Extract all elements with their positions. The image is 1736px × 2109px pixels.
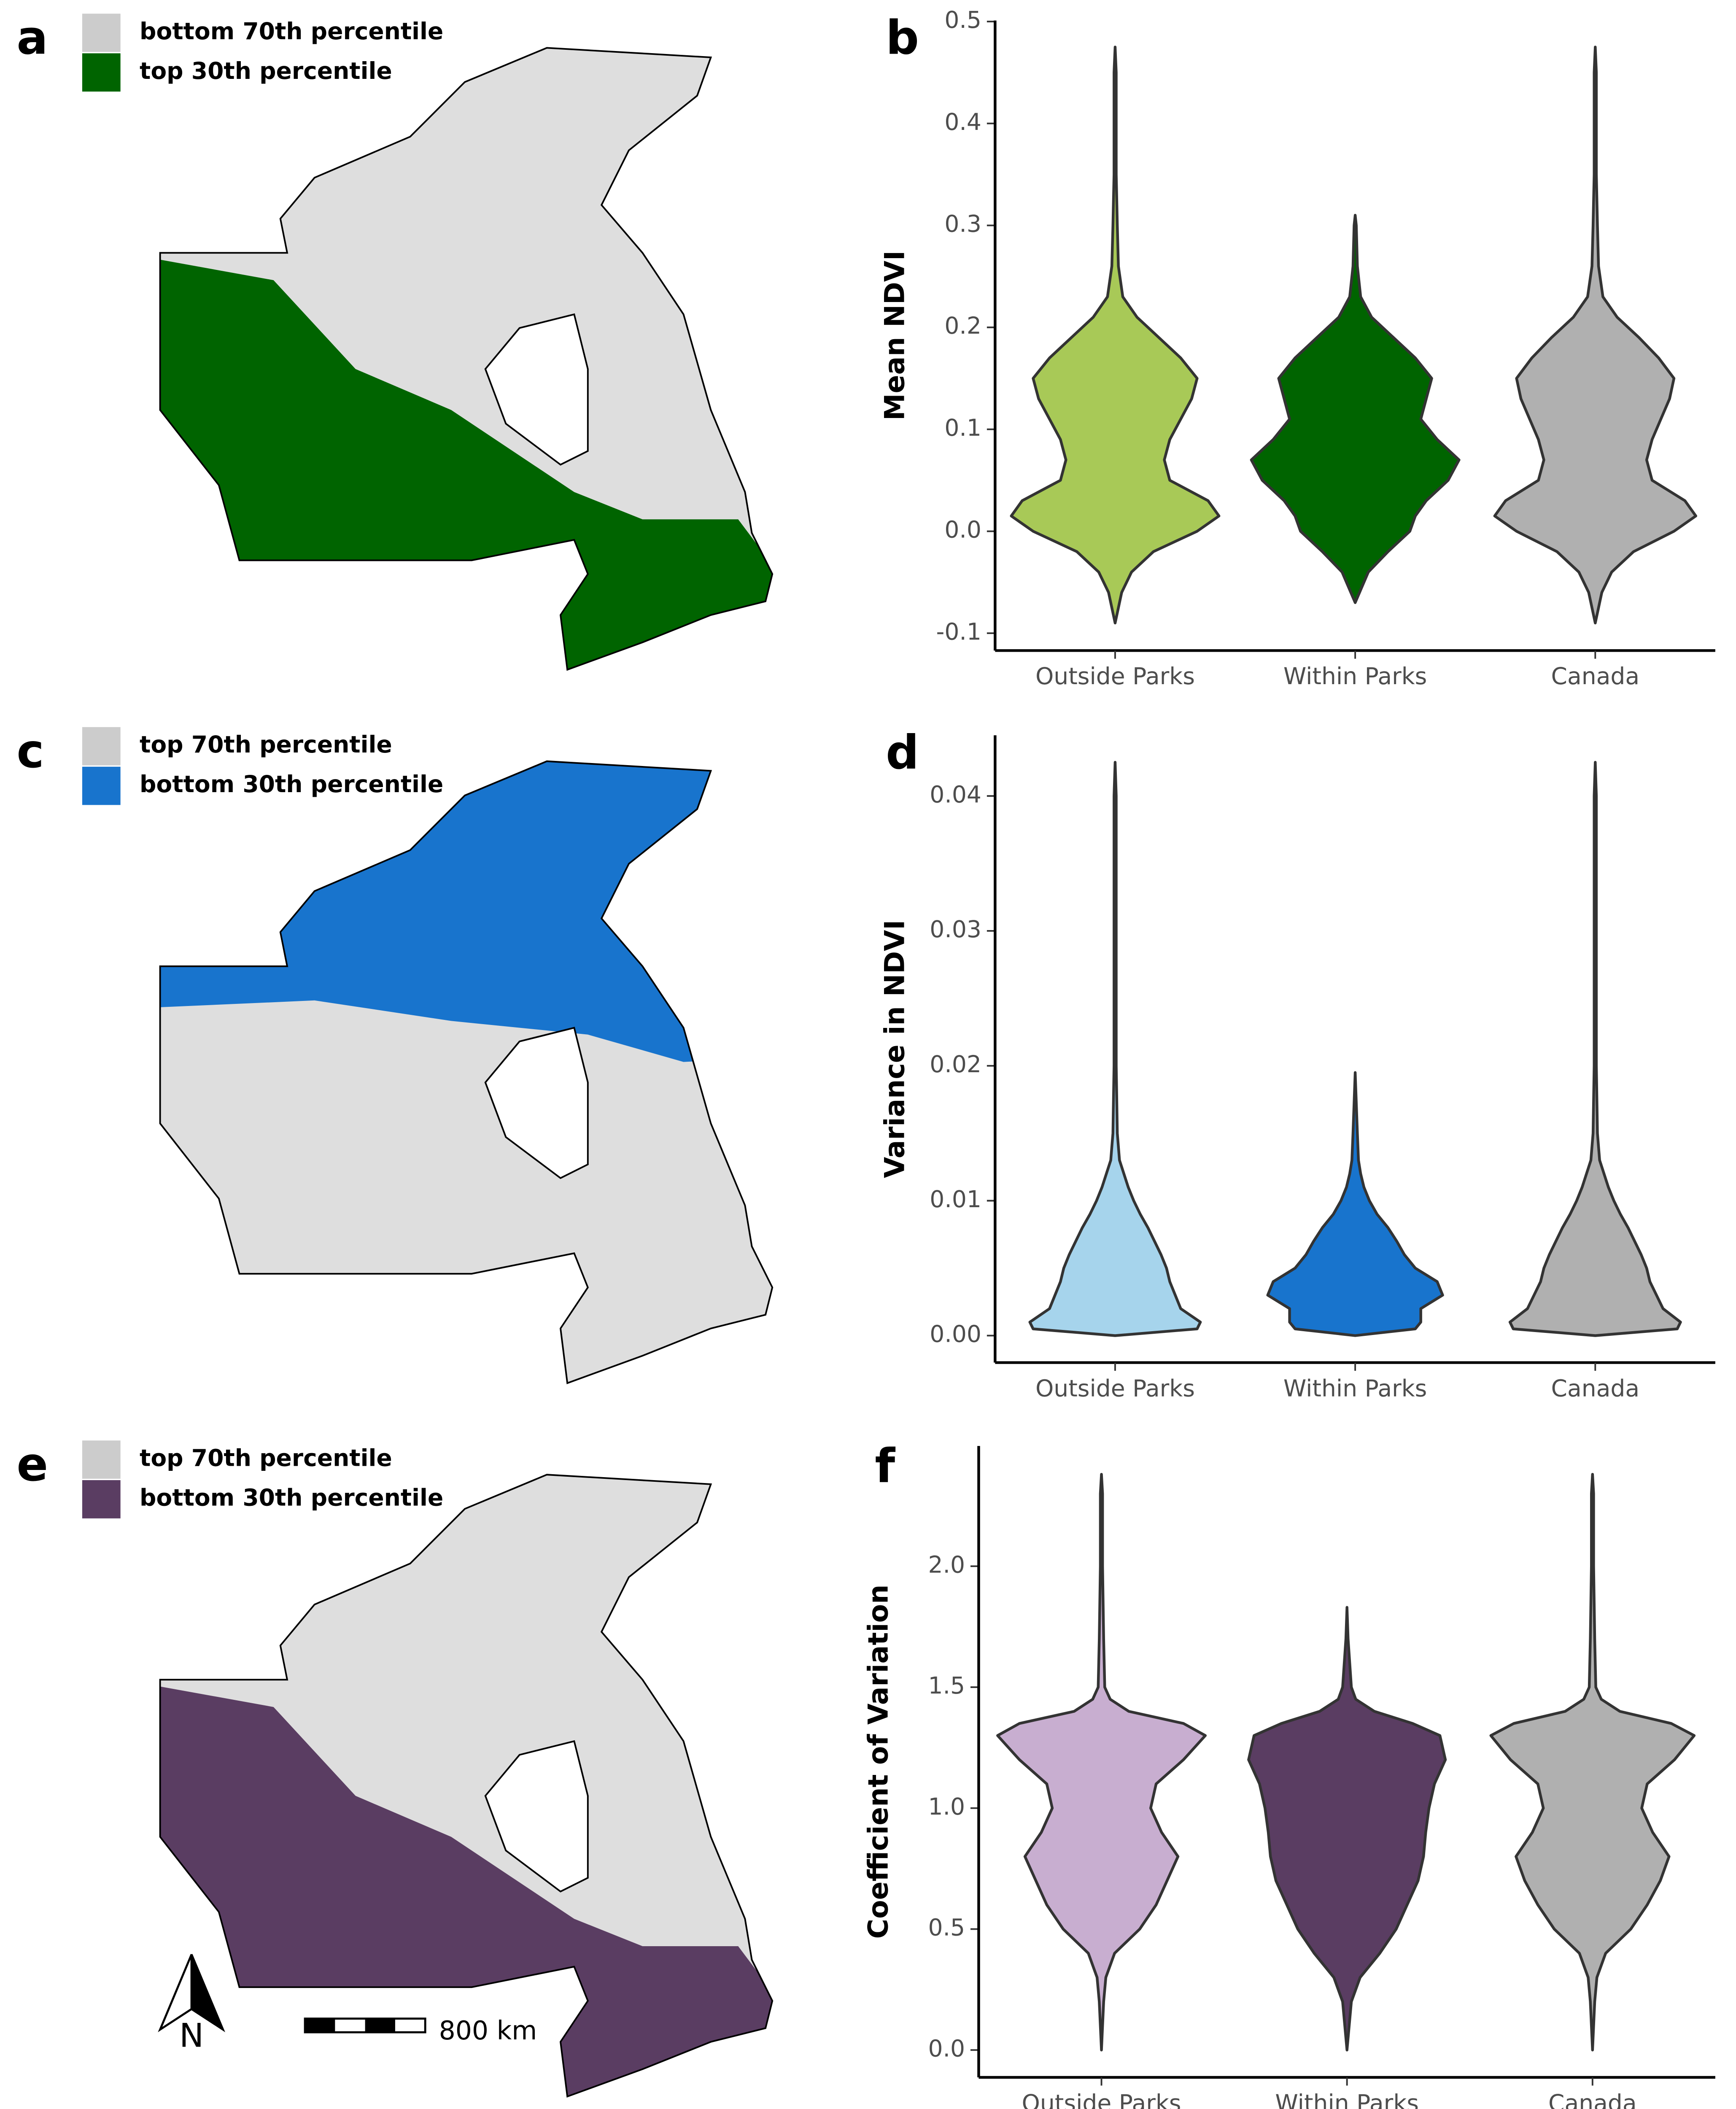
y-tick-label: 0.3 [944, 210, 981, 237]
hudson-bay [484, 1740, 589, 1893]
legend-swatch [82, 766, 121, 805]
violin [1266, 1071, 1444, 1337]
legend-label: top 70th percentile [140, 1445, 392, 1472]
y-tick-label: -0.1 [936, 618, 981, 645]
panel-label: a [16, 11, 48, 65]
y-axis-title: Variance in NDVI [879, 920, 911, 1178]
panel-label: b [886, 11, 919, 65]
legend-label: bottom 70th percentile [140, 18, 443, 45]
legend-label: top 30th percentile [140, 57, 392, 84]
legend-swatch [82, 727, 121, 766]
panel-label: d [886, 725, 919, 779]
legend-swatch [82, 1440, 121, 1479]
x-tick-label: Within Parks [1275, 2090, 1419, 2109]
map-panel: e top 70th percentile bottom 30th percenti… [16, 1437, 774, 2098]
y-tick-label: 0.04 [930, 781, 981, 808]
scale-bar-seg [365, 2018, 395, 2033]
legend-swatch [82, 1480, 121, 1518]
scale-bar-seg [305, 2018, 335, 2033]
y-tick-label: 0.2 [944, 312, 981, 339]
x-tick-label: Outside Parks [1035, 663, 1195, 690]
violin [996, 1473, 1207, 2052]
legend-label: bottom 30th percentile [140, 1484, 443, 1511]
chart: b -0.1 0.0 0.1 0.2 0.3 0.4 0.5 Mean NDVI Outside … [879, 6, 1715, 690]
y-tick-label: 1.0 [928, 1793, 965, 1820]
violin [1250, 214, 1461, 604]
violin [1493, 46, 1698, 625]
y-tick-label: 0.03 [930, 916, 981, 943]
chart: f 0.0 0.5 1.0 1.5 2.0 Coefficient of Variation… [863, 1439, 1715, 2109]
x-tick-label: Canada [1548, 2090, 1637, 2109]
north-arrow-right [190, 1954, 225, 2032]
violin [1489, 1473, 1696, 2052]
chart: d 0.00 0.01 0.02 0.03 0.04 Variance in NDVI Out… [879, 725, 1715, 1402]
scale-bar-label: 800 km [439, 2015, 537, 2046]
y-tick-label: 0.1 [944, 414, 981, 441]
x-tick-label: Within Parks [1283, 1375, 1427, 1402]
map-outline [159, 1474, 774, 2098]
y-tick-label: 0.02 [930, 1051, 981, 1078]
y-axis-title: Coefficient of Variation [863, 1585, 895, 1939]
legend-swatch [82, 13, 121, 52]
scale-bar: 800 km [304, 2015, 537, 2046]
x-tick-label: Within Parks [1283, 663, 1427, 690]
panel-label: f [875, 1439, 895, 1493]
legend-swatch [82, 53, 121, 92]
map-outline [159, 760, 774, 1384]
panel-label: e [16, 1437, 48, 1491]
y-tick-label: 0.0 [928, 2035, 965, 2062]
y-tick-label: 1.5 [928, 1672, 965, 1699]
charts: b -0.1 0.0 0.1 0.2 0.3 0.4 0.5 Mean NDVI Outside … [863, 6, 1715, 2109]
y-tick-label: 0.0 [944, 516, 981, 543]
maps: a bottom 70th percentile top 30th percenti… [16, 11, 774, 2098]
y-tick-label: 0.5 [944, 6, 981, 33]
map-outline [159, 47, 774, 671]
x-tick-label: Outside Parks [1022, 2090, 1181, 2109]
map-panel: a bottom 70th percentile top 30th percenti… [16, 11, 774, 671]
legend-label: top 70th percentile [140, 731, 392, 758]
y-tick-label: 0.00 [930, 1321, 981, 1348]
hudson-bay [484, 313, 589, 466]
north-arrow: N [158, 1954, 225, 2055]
violin [1010, 46, 1221, 625]
legend-label: bottom 30th percentile [140, 771, 443, 798]
y-tick-label: 0.4 [944, 108, 981, 135]
violin [1028, 761, 1202, 1337]
map-panel: c top 70th percentile bottom 30th percenti… [16, 724, 774, 1384]
x-tick-label: Canada [1551, 663, 1640, 690]
y-axis-title: Mean NDVI [879, 251, 911, 421]
x-tick-label: Canada [1551, 1375, 1640, 1402]
y-tick-label: 0.01 [930, 1186, 981, 1213]
violin [1508, 761, 1682, 1337]
violin [1247, 1606, 1447, 2052]
y-tick-label: 0.5 [928, 1914, 965, 1941]
x-tick-label: Outside Parks [1035, 1375, 1195, 1402]
north-label: N [179, 2017, 204, 2055]
y-tick-label: 2.0 [928, 1551, 965, 1578]
hudson-bay [484, 1027, 589, 1179]
panel-label: c [16, 724, 44, 778]
